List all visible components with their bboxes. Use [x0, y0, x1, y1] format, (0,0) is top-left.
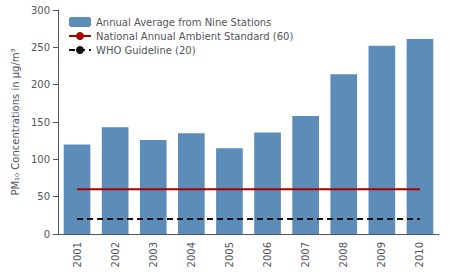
- svg-text:0: 0: [44, 229, 50, 240]
- svg-text:PM₁₀ Concentrations in μg/m³: PM₁₀ Concentrations in μg/m³: [10, 48, 21, 195]
- svg-text:2006: 2006: [262, 242, 273, 267]
- svg-text:2003: 2003: [148, 242, 159, 267]
- svg-text:100: 100: [31, 154, 50, 165]
- svg-text:150: 150: [31, 117, 50, 128]
- svg-text:250: 250: [31, 42, 50, 53]
- svg-text:National Annual Ambient Standa: National Annual Ambient Standard (60): [96, 31, 293, 42]
- svg-text:2008: 2008: [338, 242, 349, 267]
- svg-text:2001: 2001: [72, 242, 83, 267]
- svg-text:2004: 2004: [186, 242, 197, 267]
- svg-text:WHO Guideline (20): WHO Guideline (20): [96, 45, 196, 56]
- svg-text:2002: 2002: [110, 242, 121, 267]
- svg-text:Annual Average from Nine Stati: Annual Average from Nine Stations: [96, 17, 271, 28]
- svg-text:2005: 2005: [224, 242, 235, 267]
- svg-text:2007: 2007: [300, 242, 311, 267]
- svg-text:2009: 2009: [376, 242, 387, 267]
- svg-text:200: 200: [31, 79, 50, 90]
- svg-text:2010: 2010: [414, 242, 425, 267]
- svg-text:50: 50: [37, 191, 50, 202]
- svg-text:300: 300: [31, 5, 50, 16]
